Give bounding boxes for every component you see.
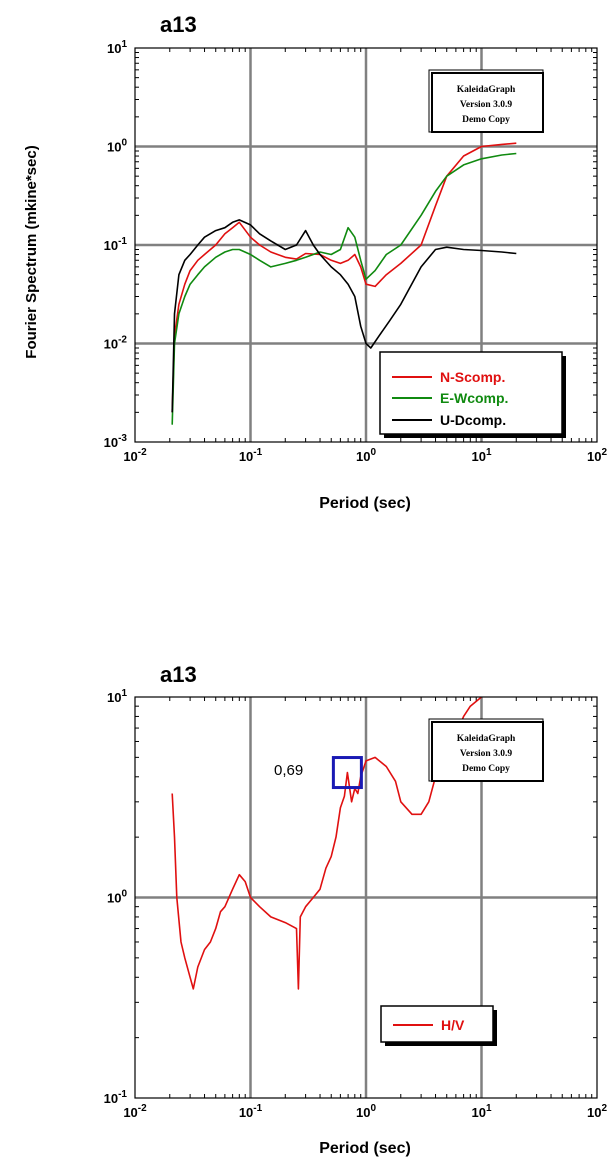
watermark-shadow bbox=[431, 72, 544, 133]
series-group bbox=[171, 696, 483, 990]
y-tick-label: 100 bbox=[107, 138, 127, 155]
watermark-line-1: KaleidaGraph bbox=[457, 734, 516, 744]
legend-label-ns: N-Scomp. bbox=[440, 369, 505, 385]
peak-annotation: 0,69 bbox=[274, 756, 363, 790]
x-tick-label: 10-2 bbox=[123, 447, 147, 464]
legend: N-Scomp. E-Wcomp. U-Dcomp. bbox=[379, 351, 566, 438]
watermark-box bbox=[428, 69, 544, 133]
x-tick-label: 10-1 bbox=[239, 447, 263, 464]
watermark-line-1: KaleidaGraph bbox=[457, 85, 516, 95]
chart-title: a13 bbox=[160, 12, 197, 37]
legend-label-ud: U-Dcomp. bbox=[440, 412, 506, 428]
watermark-line-2: Version 3.0.9 bbox=[460, 100, 512, 110]
y-tick-label: 101 bbox=[107, 688, 127, 705]
y-tick-label: 101 bbox=[107, 39, 127, 56]
chart-hv-ratio: a13 Period (sec) 10-2 10-1 100 101 10210-110… bbox=[104, 662, 608, 1157]
watermark-line-3: Demo Copy bbox=[462, 115, 510, 125]
legend-label-ew: E-Wcomp. bbox=[440, 390, 508, 406]
x-tick-label: 100 bbox=[356, 1103, 376, 1120]
watermark-shadow bbox=[431, 721, 544, 782]
plot-frame bbox=[134, 696, 598, 1099]
y-axis-label: Fourier Spectrum (mkine*sec) bbox=[23, 145, 40, 358]
x-tick-label: 10-2 bbox=[123, 1103, 147, 1120]
watermark-line-3: Demo Copy bbox=[462, 764, 510, 774]
chart-title: a13 bbox=[160, 662, 197, 687]
watermark-line-2: Version 3.0.9 bbox=[460, 749, 512, 759]
x-tick-label: 101 bbox=[471, 1103, 491, 1120]
y-tick-label: 10-1 bbox=[104, 236, 128, 253]
watermark: KaleidaGraph Version 3.0.9 Demo Copy bbox=[428, 69, 544, 133]
watermark: KaleidaGraph Version 3.0.9 Demo Copy bbox=[428, 718, 544, 782]
series-line-h-v bbox=[171, 696, 483, 990]
y-tick-label: 10-3 bbox=[104, 433, 128, 450]
legend: H/V bbox=[380, 1005, 497, 1046]
x-axis-label: Period (sec) bbox=[319, 495, 411, 512]
y-tick-label: 100 bbox=[107, 889, 127, 906]
y-tick-label: 10-1 bbox=[104, 1089, 128, 1106]
legend-label-hv: H/V bbox=[441, 1017, 465, 1033]
x-tick-label: 100 bbox=[356, 447, 376, 464]
annotation-label: 0,69 bbox=[274, 762, 303, 779]
series-group bbox=[171, 142, 517, 425]
plot-frame bbox=[134, 47, 598, 443]
annotation-marker bbox=[331, 756, 363, 790]
x-tick-label: 10-1 bbox=[239, 1103, 263, 1120]
x-axis-label: Period (sec) bbox=[319, 1140, 411, 1157]
y-tick-label: 10-2 bbox=[104, 335, 128, 352]
chart-fourier-spectrum: a13 Fourier Spectrum (mkine*sec) Period … bbox=[23, 12, 607, 512]
series-line-u-dcomp bbox=[171, 219, 517, 413]
x-tick-label: 102 bbox=[587, 1103, 607, 1120]
x-tick-label: 101 bbox=[471, 447, 491, 464]
series-line-e-wcomp bbox=[171, 152, 517, 425]
x-tick-label: 102 bbox=[587, 447, 607, 464]
